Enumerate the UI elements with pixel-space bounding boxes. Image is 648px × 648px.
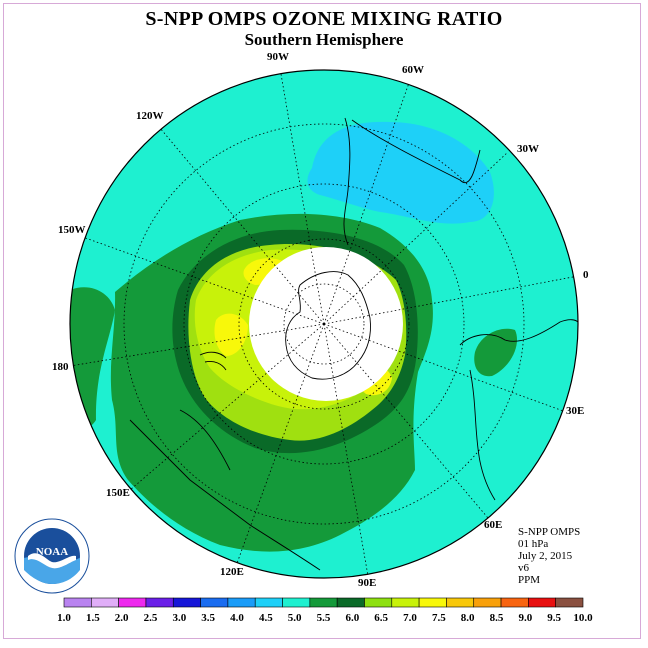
map-border [69,69,579,579]
colorbar-label: 4.0 [230,612,244,624]
info-instrument: S-NPP OMPS [518,526,581,538]
colorbar-label: 2.5 [144,612,158,624]
page-subtitle: Southern Hemisphere [244,30,404,49]
colorbar-label: 2.0 [115,612,129,624]
info-pressure: 01 hPa [518,538,549,550]
colorbar-labels: 1.0 1.5 2.0 2.5 3.0 3.5 4.0 4.5 5.0 5.5 6.0 6.5 7.0 7… [57,612,593,624]
colorbar-label: 7.5 [432,612,446,624]
colorbar-swatch [309,597,338,608]
colorbar-label: 5.5 [317,612,331,624]
colorbar-swatch [528,597,556,608]
info-version: v6 [518,562,529,574]
coast-australia [129,409,321,571]
colorbar-label: 1.0 [57,612,71,624]
lon-label-180: 180 [52,361,69,373]
lon-label-120w: 120W [136,110,164,122]
coast-antarctica [285,271,371,380]
polar-cap [249,247,403,401]
lon-label-30w: 30W [517,143,539,155]
noaa-logo-icon: NOAA [14,518,90,594]
colorbar-swatch [282,597,311,608]
colorbar-swatch [200,597,229,608]
colorbar-swatch [555,597,584,608]
colorbar-swatch [145,597,174,608]
colorbar-swatch [473,597,502,608]
contour-7-5-b [214,313,248,356]
lon-label-90w: 90W [267,51,289,63]
colorbar-label: 6.0 [345,612,359,624]
page-frame [3,3,641,639]
colorbar-label: 8.0 [461,612,475,624]
colorbar-label: 6.5 [374,612,388,624]
coastlines [129,117,579,571]
longitude-labels: 90W 60W 30W 0 30E 60E 90E 120E 150E 180 … [52,51,589,589]
colorbar-label: 4.5 [259,612,273,624]
colorbar-swatch [446,597,475,608]
info-date: July 2, 2015 [518,550,573,562]
lon-label-60w: 60W [402,64,424,76]
colorbar-swatch [254,597,283,608]
colorbar-swatch [418,597,447,608]
lon-label-120e: 120E [220,566,244,578]
info-units: PPM [518,574,541,586]
lon-label-30e: 30E [566,405,584,417]
lon-label-90e: 90E [358,577,376,589]
colorbar-swatch [172,597,201,608]
colorbar-swatch [91,597,119,608]
colorbar-label: 9.0 [518,612,532,624]
colorbar-label: 8.5 [490,612,504,624]
colorbar-label: 10.0 [573,612,593,624]
colorbar-swatch [336,597,365,608]
lon-label-150w: 150W [58,224,86,236]
lon-label-0: 0 [583,269,589,281]
colorbar-swatch [500,597,529,608]
colorbar: 1.0 1.5 2.0 2.5 3.0 3.5 4.0 4.5 5.0 5.5 6.0 6.5 7.0 7… [57,597,593,624]
graticule [70,73,578,577]
colorbar-label: 3.5 [201,612,215,624]
colorbar-label: 5.0 [288,612,302,624]
contour-4-5 [307,121,494,224]
colorbar-swatch [118,597,147,608]
colorbar-label: 1.5 [86,612,100,624]
colorbar-swatches [63,597,584,608]
colorbar-label: 9.5 [547,612,561,624]
svg-text:NOAA: NOAA [36,546,68,558]
coast-africa [459,319,579,501]
lon-label-150e: 150E [106,487,130,499]
colorbar-label: 3.0 [172,612,186,624]
colorbar-swatch [227,597,256,608]
colorbar-swatch [63,597,92,608]
colorbar-swatch [364,597,393,608]
coast-nz [199,351,227,371]
coast-south-america [343,117,481,246]
lon-label-60e: 60E [484,519,502,531]
colorbar-swatch [391,597,420,608]
page-title: S-NPP OMPS OZONE MIXING RATIO [145,8,503,30]
colorbar-label: 7.0 [403,612,417,624]
